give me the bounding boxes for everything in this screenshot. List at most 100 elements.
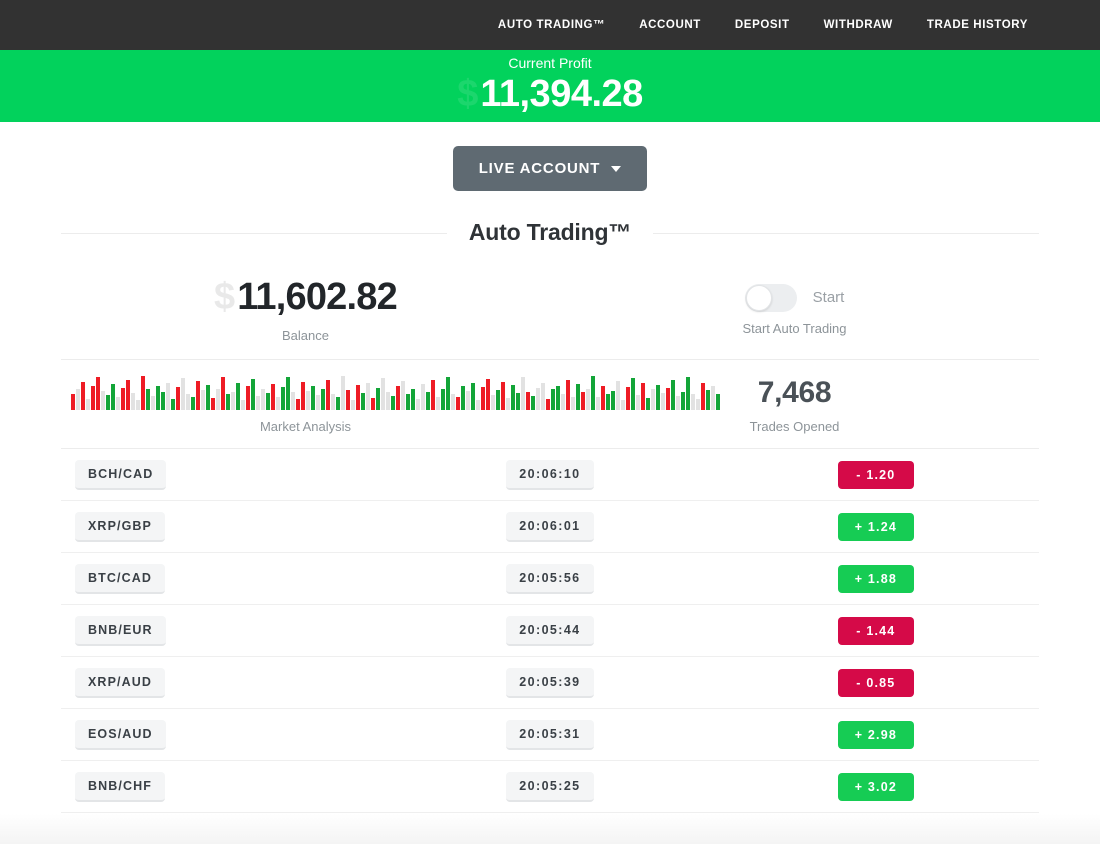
currency-symbol: $ [214, 276, 236, 318]
market-analysis-bar [160, 392, 165, 410]
balance-value-group: $ 11,602.82 [214, 276, 398, 319]
table-row[interactable]: BCH/CAD 20:06:10 - 1.20 [61, 449, 1039, 501]
trade-amount-badge: - 1.20 [837, 460, 914, 489]
market-analysis-bar [570, 397, 575, 410]
trade-list: BCH/CAD 20:06:10 - 1.20 XRP/GBP 20:06:01 + 1.… [61, 449, 1039, 813]
market-analysis-bar [490, 395, 495, 410]
market-analysis-bar [205, 385, 210, 410]
table-row[interactable]: BNB/EUR 20:05:44 - 1.44 [61, 605, 1039, 657]
trade-amount-cell: - 1.44 [713, 616, 1039, 645]
nav-withdraw[interactable]: WITHDRAW [823, 19, 893, 31]
nav-auto-trading[interactable]: AUTO TRADING™ [497, 19, 606, 31]
market-analysis-bar [520, 377, 525, 410]
trade-pair-cell: BNB/CHF [61, 771, 387, 802]
market-analysis-bar [575, 384, 580, 410]
trade-time-cell: 20:05:31 [387, 719, 713, 750]
trade-amount-cell: - 0.85 [713, 668, 1039, 697]
market-analysis-bar [670, 380, 675, 410]
table-row[interactable]: BTC/CAD 20:05:56 + 1.88 [61, 553, 1039, 605]
market-analysis-bar [605, 394, 610, 410]
trade-time-tag: 20:05:31 [506, 719, 594, 750]
market-analysis-bar [535, 388, 540, 410]
stats-row-primary: $ 11,602.82 Balance Start Start Auto Tra… [61, 254, 1039, 360]
trades-opened-value: 7,468 [757, 376, 832, 409]
market-analysis-bar [135, 400, 140, 410]
market-analysis-bar [105, 395, 110, 410]
trade-pair-tag: BCH/CAD [75, 459, 167, 490]
market-analysis-bar [325, 380, 330, 410]
market-analysis-bar [170, 399, 175, 410]
market-analysis-bar [475, 400, 480, 410]
market-analysis-bar [80, 382, 85, 410]
market-analysis-bar [390, 396, 395, 410]
market-analysis-bar [155, 386, 160, 410]
trade-amount-badge: + 1.24 [837, 512, 914, 541]
main-content: Auto Trading™ $ 11,602.82 Balance Start … [61, 219, 1039, 813]
market-analysis-bar [285, 377, 290, 410]
trade-time-tag: 20:05:25 [506, 771, 594, 802]
trade-time-cell: 20:06:10 [387, 459, 713, 490]
market-analysis-bar [650, 389, 655, 410]
market-analysis-bar [660, 393, 665, 410]
market-analysis-bar [680, 392, 685, 410]
market-analysis-bar [700, 383, 705, 410]
market-analysis-bar [565, 380, 570, 410]
live-account-dropdown-button[interactable]: LIVE ACCOUNT [452, 146, 648, 191]
trade-pair-cell: EOS/AUD [61, 719, 387, 750]
market-analysis-bar [625, 387, 630, 410]
market-analysis-bar [110, 384, 115, 410]
market-analysis-bar [485, 379, 490, 410]
market-analysis-bar [685, 377, 690, 410]
market-analysis-bar [240, 400, 245, 410]
market-analysis-bar [640, 383, 645, 410]
table-row[interactable]: XRP/GBP 20:06:01 + 1.24 [61, 501, 1039, 553]
market-analysis-bar [620, 400, 625, 410]
market-analysis-bar [370, 398, 375, 410]
market-analysis-bar [695, 399, 700, 410]
table-row[interactable]: BNB/CHF 20:05:25 + 3.02 [61, 761, 1039, 813]
market-analysis-bar [95, 377, 100, 410]
table-row[interactable]: XRP/AUD 20:05:39 - 0.85 [61, 657, 1039, 709]
market-analysis-bar [225, 394, 230, 410]
trade-amount-cell: + 3.02 [713, 772, 1039, 801]
market-analysis-bar [175, 387, 180, 410]
market-analysis-bar [710, 386, 715, 410]
toggle-label: Start [812, 289, 845, 306]
trade-pair-cell: BNB/EUR [61, 615, 387, 646]
market-analysis-bar [120, 388, 125, 410]
balance-stat: $ 11,602.82 Balance [61, 276, 550, 343]
market-analysis-bar [330, 394, 335, 410]
market-analysis-bar [450, 394, 455, 410]
trade-pair-tag: BTC/CAD [75, 563, 165, 594]
table-row[interactable]: EOS/AUD 20:05:31 + 2.98 [61, 709, 1039, 761]
current-profit-value: 11,394.28 [480, 73, 643, 116]
market-analysis-bar [85, 399, 90, 410]
nav-trade-history[interactable]: TRADE HISTORY [926, 19, 1028, 31]
nav-account[interactable]: ACCOUNT [639, 19, 701, 31]
currency-symbol: $ [457, 73, 479, 116]
market-analysis-bar [350, 400, 355, 410]
market-analysis-bar [190, 397, 195, 410]
market-analysis-bar [630, 378, 635, 410]
trade-amount-badge: + 2.98 [837, 720, 914, 749]
market-analysis-bar [230, 392, 235, 410]
market-analysis-bar [360, 393, 365, 410]
page-bottom-fade [0, 814, 1100, 844]
market-analysis-bar [375, 388, 380, 410]
page-title: Auto Trading™ [446, 219, 654, 246]
market-analysis-bar [115, 397, 120, 410]
auto-trading-toggle[interactable] [744, 283, 797, 312]
auto-trading-toggle-stat: Start Start Auto Trading [550, 283, 1039, 336]
market-analysis-bar [495, 390, 500, 410]
market-analysis-bar [430, 380, 435, 410]
market-analysis-bar [165, 383, 170, 410]
market-analysis-bar [70, 394, 75, 410]
trade-pair-tag: EOS/AUD [75, 719, 166, 750]
market-analysis-bar [295, 399, 300, 410]
trade-amount-badge: - 1.44 [837, 616, 914, 645]
nav-deposit[interactable]: DEPOSIT [734, 19, 790, 31]
market-analysis-bar [385, 392, 390, 410]
market-analysis-bar [690, 394, 695, 410]
trade-amount-cell: + 2.98 [713, 720, 1039, 749]
market-analysis-bar [610, 391, 615, 410]
